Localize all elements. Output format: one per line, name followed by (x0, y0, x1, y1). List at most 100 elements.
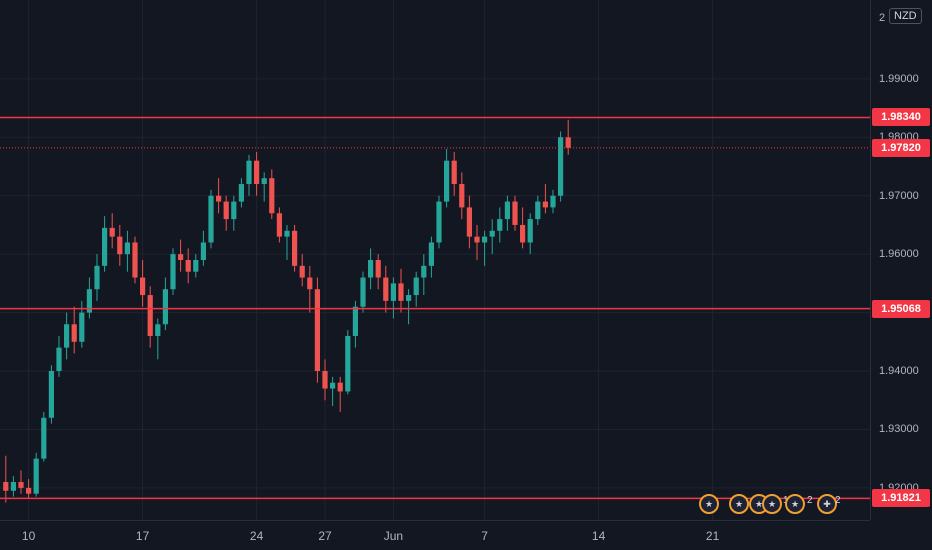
candle-body (459, 184, 465, 208)
candle-17 (132, 236, 138, 284)
currency-badge[interactable]: NZD (889, 8, 922, 24)
candle-body (565, 137, 571, 148)
price-scale[interactable]: 2 NZD 1.990001.980001.970001.960001.9500… (870, 0, 932, 520)
candle-0 (3, 455, 9, 503)
candle-body (398, 283, 404, 301)
candle-body (269, 178, 275, 214)
candle-53 (406, 289, 412, 325)
candle-body (254, 160, 260, 185)
candle-body (497, 219, 503, 231)
candle-60 (459, 172, 465, 220)
candle-51 (390, 277, 396, 319)
nz-flag-icon[interactable]: ★ (762, 494, 782, 514)
event-count-badge: 2 (807, 495, 813, 506)
price-tick-label: 1.93000 (879, 423, 919, 436)
candle-27 (208, 189, 214, 249)
candle-body (238, 184, 244, 202)
candle-5 (41, 411, 47, 462)
candle-54 (413, 271, 419, 307)
nz-flag-icon[interactable]: ★ (699, 494, 719, 514)
candle-39 (299, 254, 305, 287)
candle-30 (231, 195, 237, 231)
time-tick-label: 10 (21, 529, 36, 543)
time-tick-label: 17 (135, 529, 150, 543)
candle-28 (216, 178, 222, 214)
candle-body (330, 382, 336, 389)
candle-13 (102, 216, 108, 272)
candle-38 (292, 224, 298, 272)
candle-61 (466, 195, 472, 249)
candle-body (345, 335, 351, 392)
candle-35 (269, 169, 275, 220)
candle-32 (246, 154, 252, 196)
candle-body (41, 417, 47, 459)
candle-43 (330, 376, 336, 407)
candle-body (71, 324, 77, 342)
candle-58 (444, 148, 450, 208)
candle-body (489, 230, 495, 237)
uk-flag-icon[interactable]: ✚ (817, 494, 837, 514)
candle-21 (162, 277, 168, 331)
candle-52 (398, 268, 404, 313)
candle-body (466, 207, 472, 237)
candle-body (140, 277, 146, 296)
candle-body (10, 482, 16, 491)
candle-11 (86, 277, 92, 319)
candle-body (170, 254, 176, 290)
candle-19 (147, 286, 153, 348)
candle-64 (489, 219, 495, 255)
nz-flag-icon[interactable]: ★ (729, 494, 749, 514)
candle-73 (558, 131, 564, 202)
candle-body (155, 324, 161, 336)
candle-56 (428, 236, 434, 278)
candle-body (18, 482, 24, 488)
time-scale[interactable]: 10 17 24 27 Jun 7 14 21 (0, 520, 870, 550)
candle-body (558, 137, 564, 196)
nz-flag-icon[interactable]: ★ (785, 494, 805, 514)
candle-body (162, 289, 168, 325)
candle-20 (155, 318, 161, 360)
candle-body (512, 201, 518, 225)
candle-body (444, 160, 450, 202)
candle-2 (18, 470, 24, 494)
candle-body (474, 236, 480, 243)
candle-66 (504, 195, 510, 231)
candle-1 (10, 476, 16, 497)
candle-body (292, 230, 298, 266)
candle-body (26, 487, 32, 494)
chart-pane[interactable]: ★★5★2★15★2✚2 (0, 0, 870, 520)
time-tick-label: 24 (249, 529, 264, 543)
candle-body (86, 289, 92, 313)
candle-72 (550, 189, 556, 214)
event-count-badge: 2 (835, 495, 841, 506)
level-price-label: 1.95068 (872, 299, 930, 318)
candle-23 (178, 239, 184, 272)
candle-33 (254, 151, 260, 196)
candle-29 (223, 195, 229, 231)
candle-body (314, 289, 320, 372)
candle-8 (64, 312, 70, 360)
candle-24 (185, 248, 191, 284)
candle-44 (337, 376, 343, 412)
candle-body (368, 260, 374, 278)
price-tick-label: 1.97000 (879, 189, 919, 202)
candle-body (132, 242, 138, 278)
candle-body (352, 306, 358, 336)
candle-body (33, 458, 39, 494)
candle-body (48, 371, 54, 418)
price-chart[interactable] (0, 0, 870, 520)
candle-body (375, 260, 381, 278)
candle-body (307, 277, 313, 290)
candle-body (56, 347, 62, 372)
candle-12 (94, 254, 100, 301)
candle-body (231, 201, 237, 220)
candle-body (261, 178, 267, 185)
candle-body (79, 312, 85, 342)
candle-42 (322, 359, 328, 401)
candle-body (193, 260, 199, 272)
candle-67 (512, 195, 518, 231)
candle-body (337, 382, 343, 392)
candle-14 (109, 213, 115, 249)
candle-body (64, 324, 70, 348)
candle-body (246, 160, 252, 185)
